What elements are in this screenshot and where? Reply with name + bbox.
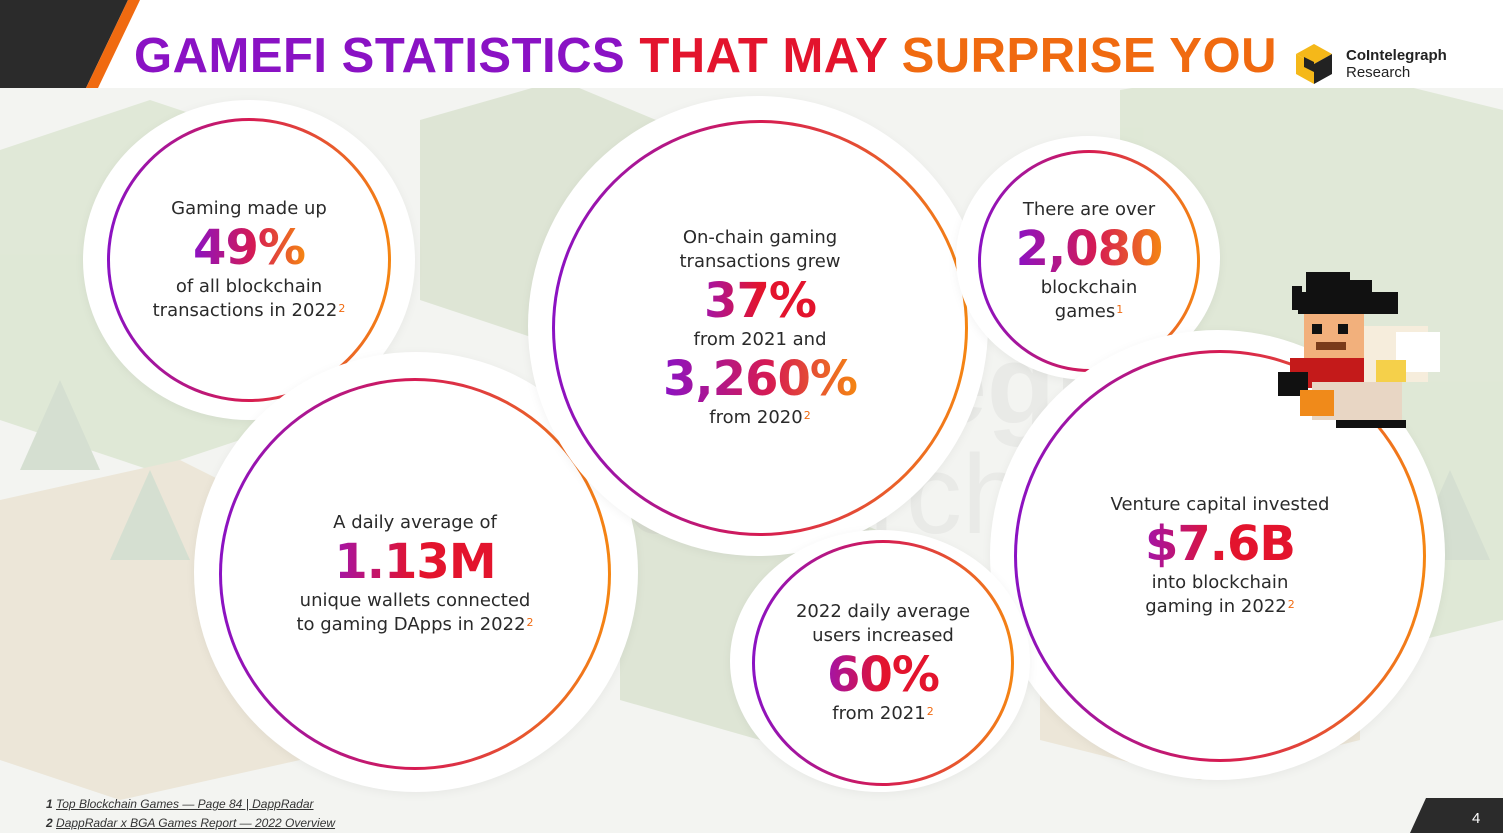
- page-title: GAMEFI STATISTICS THAT MAY SURPRISE YOU: [134, 29, 1277, 83]
- footnote-ref: 2: [803, 409, 811, 422]
- page-corner: [1410, 798, 1503, 833]
- footnote-ref: 1: [1116, 303, 1124, 316]
- stat-value: 2,080: [1015, 221, 1164, 277]
- logo-subtitle: Research: [1346, 64, 1411, 81]
- footnote-ref: 2: [338, 302, 346, 315]
- stat-onchain-growth: On-chain gaming transactions grew 37% fr…: [663, 227, 858, 428]
- corner-accent: [0, 0, 140, 88]
- footnote-ref: 2: [926, 705, 934, 718]
- page-number: 4: [1472, 810, 1481, 827]
- header-band: [0, 0, 1503, 88]
- stat-gaming-share: Gaming made up 49% of all blockchain tra…: [152, 198, 346, 321]
- pixel-character-illustration: [1278, 272, 1440, 428]
- stat-value: $7.6B: [1144, 516, 1296, 572]
- stat-bubble: There are over 2,080 blockchain games1: [956, 136, 1220, 380]
- stat-venture-capital: Venture capital invested $7.6B into bloc…: [1110, 494, 1330, 617]
- stat-value: 37%: [704, 273, 817, 329]
- stat-user-growth: 2022 daily average users increased 60% f…: [795, 601, 971, 724]
- footnote-ref: 2: [1287, 598, 1295, 611]
- cube-logo-icon: [1296, 44, 1332, 84]
- stat-bubble: Gaming made up 49% of all blockchain tra…: [83, 100, 415, 420]
- footnote-2: 2 DappRadar x BGA Games Report — 2022 Ov…: [46, 816, 336, 830]
- footnotes: 1 Top Blockchain Games — Page 84 | DappR…: [46, 795, 335, 833]
- footnote-link-2[interactable]: DappRadar x BGA Games Report — 2022 Over…: [56, 816, 336, 830]
- footnote-link-1[interactable]: Top Blockchain Games — Page 84 | DappRad…: [56, 797, 314, 811]
- stat-bubble: On-chain gaming transactions grew 37% fr…: [528, 96, 988, 556]
- stat-game-count: There are over 2,080 blockchain games1: [1015, 199, 1164, 322]
- footnote-ref: 2: [526, 616, 534, 629]
- stat-value: 49%: [193, 220, 306, 276]
- stat-bubble: 2022 daily average users increased 60% f…: [730, 530, 1030, 792]
- footnote-1: 1 Top Blockchain Games — Page 84 | DappR…: [46, 797, 314, 811]
- stat-value: 3,260%: [663, 351, 858, 407]
- stat-daily-wallets: A daily average of 1.13M unique wallets …: [296, 512, 534, 635]
- cointelegraph-research-logo: CoIntelegraph Research: [1292, 42, 1482, 86]
- logo-name: CoIntelegraph: [1346, 47, 1447, 64]
- stat-value: 60%: [827, 647, 940, 703]
- stat-value: 1.13M: [334, 534, 496, 590]
